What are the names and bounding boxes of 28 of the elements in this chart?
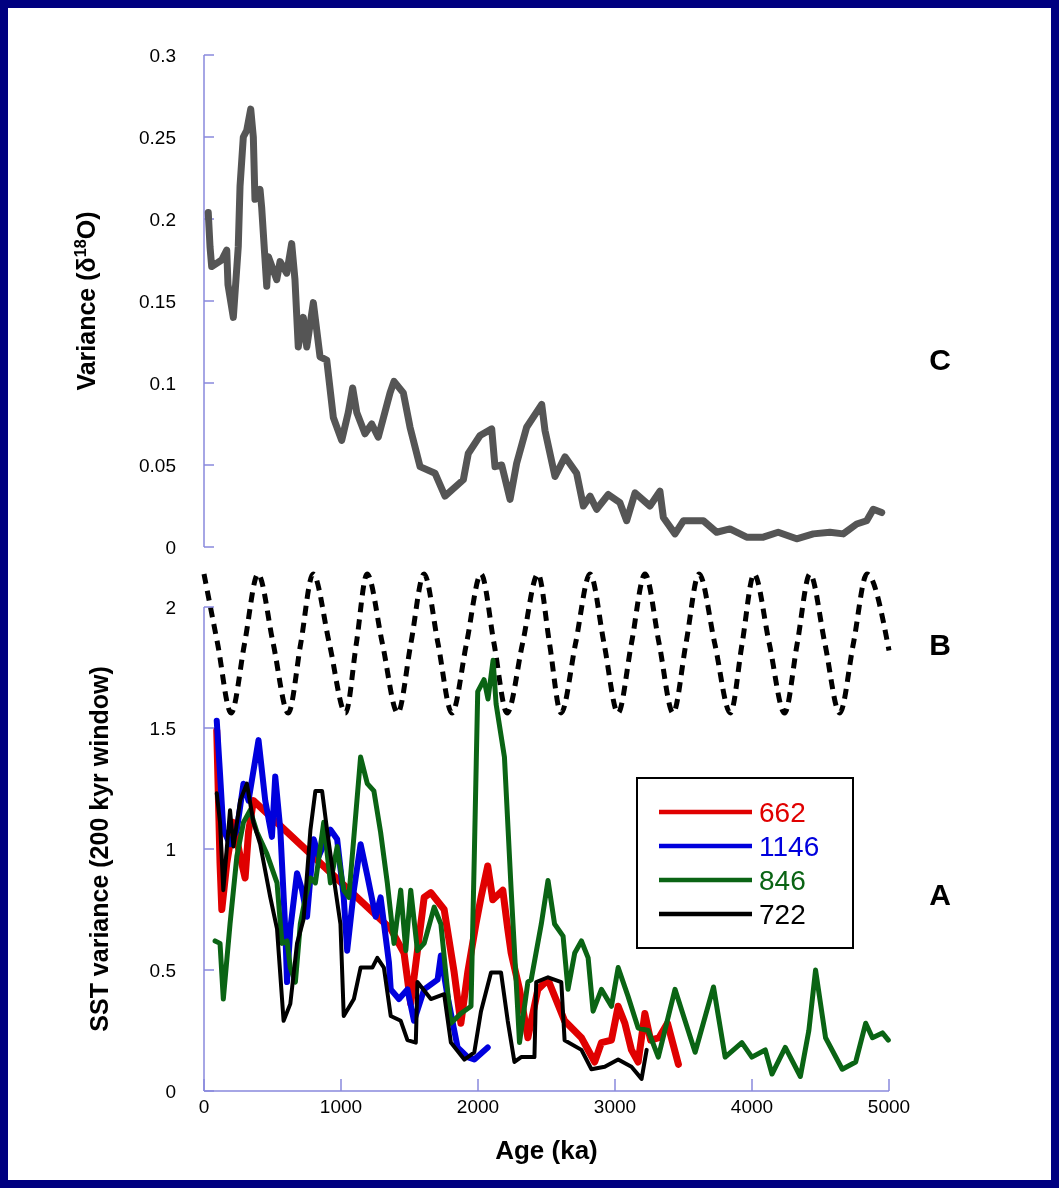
x-tick-label: 0 xyxy=(198,1096,210,1117)
x-axis-title: Age (ka) xyxy=(495,1135,598,1165)
legend-label: 722 xyxy=(759,898,806,930)
legend-label: 662 xyxy=(759,796,806,828)
y-tick-label: 0.05 xyxy=(139,454,176,476)
x-tick-label: 4000 xyxy=(730,1096,774,1117)
line-series xyxy=(214,781,649,1081)
y-tick-label: 0.3 xyxy=(149,44,176,66)
text: B xyxy=(929,628,951,661)
y-tick-label: 0.5 xyxy=(149,959,176,981)
text: A xyxy=(929,878,951,911)
legend-label: 1146 xyxy=(759,830,820,862)
y-tick-label: 1.5 xyxy=(149,717,176,739)
y-tick-label: 1 xyxy=(165,838,176,860)
x-tick-label: 1000 xyxy=(319,1096,363,1117)
y-tick-label: 0.15 xyxy=(139,290,176,312)
y-tick-label: 0.1 xyxy=(149,372,176,394)
x-tick-label: 2000 xyxy=(456,1096,500,1117)
y-tick-label: 0.25 xyxy=(139,126,176,148)
y-tick-label: 0 xyxy=(165,1080,176,1102)
y-axis-title: SST variance (200 kyr window) xyxy=(85,666,113,1032)
x-tick-label: 5000 xyxy=(867,1096,911,1117)
x-tick-label: 3000 xyxy=(593,1096,637,1117)
y-tick-label: 0.2 xyxy=(149,208,176,230)
y-tick-label: 0 xyxy=(165,536,176,558)
y-tick-label: 2 xyxy=(165,596,176,618)
legend-label: 846 xyxy=(759,864,806,896)
text: C xyxy=(929,343,951,376)
